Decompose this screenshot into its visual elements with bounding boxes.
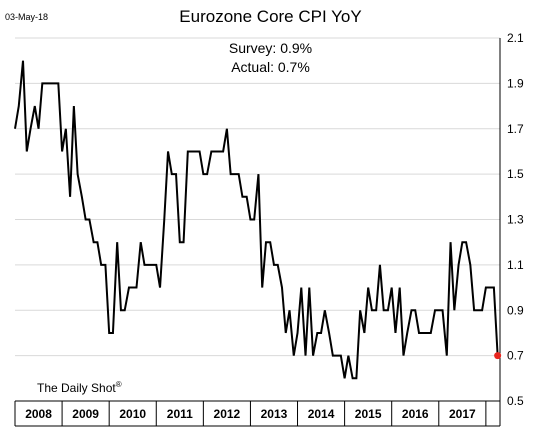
chart-title: Eurozone Core CPI YoY [179, 7, 362, 26]
x-tick-label-2017: 2017 [449, 407, 476, 421]
date-stamp: 03-May-18 [5, 12, 49, 22]
x-tick-label-2014: 2014 [308, 407, 335, 421]
x-tick-label-2015: 2015 [355, 407, 382, 421]
y-tick-label-1.1: 1.1 [507, 258, 524, 272]
y-tick-label-1.9: 1.9 [507, 76, 524, 90]
y-tick-label-1.3: 1.3 [507, 213, 524, 227]
source-text: The Daily Shot [37, 381, 116, 395]
x-tick-label-2016: 2016 [402, 407, 429, 421]
x-tick-label-2011: 2011 [167, 407, 193, 421]
registered-mark: ® [115, 380, 122, 389]
survey-annotation: Survey: 0.9% [228, 40, 313, 56]
y-axis: 0.5 0.7 0.9 1.1 1.3 1.5 1.7 1.9 2.1 [507, 31, 524, 408]
x-tick-label-2008: 2008 [25, 407, 52, 421]
y-tick-label-2.1: 2.1 [507, 31, 524, 45]
y-tick-label-0.7: 0.7 [507, 349, 524, 363]
series-layer [14, 60, 502, 380]
plot-frame [15, 38, 501, 427]
x-axis: 2008 2009 2010 2011 2012 2013 2014 2015 2016 2017 [14, 401, 487, 426]
y-tick-label-1.7: 1.7 [507, 122, 524, 136]
y-tick-label-0.9: 0.9 [507, 303, 524, 317]
source-credit: The Daily Shot® [37, 380, 122, 395]
x-tick-label-2012: 2012 [214, 407, 241, 421]
x-tick-label-2010: 2010 [119, 407, 146, 421]
y-tick-label-1.5: 1.5 [507, 167, 524, 181]
actual-annotation: Actual: 0.7% [231, 59, 310, 75]
x-tick-label-2013: 2013 [261, 407, 288, 421]
series-line-0 [14, 60, 499, 380]
grid-lines [15, 37, 500, 357]
latest-value-point [494, 352, 502, 360]
x-tick-label-2009: 2009 [72, 407, 99, 421]
y-tick-label-0.5: 0.5 [507, 394, 524, 408]
